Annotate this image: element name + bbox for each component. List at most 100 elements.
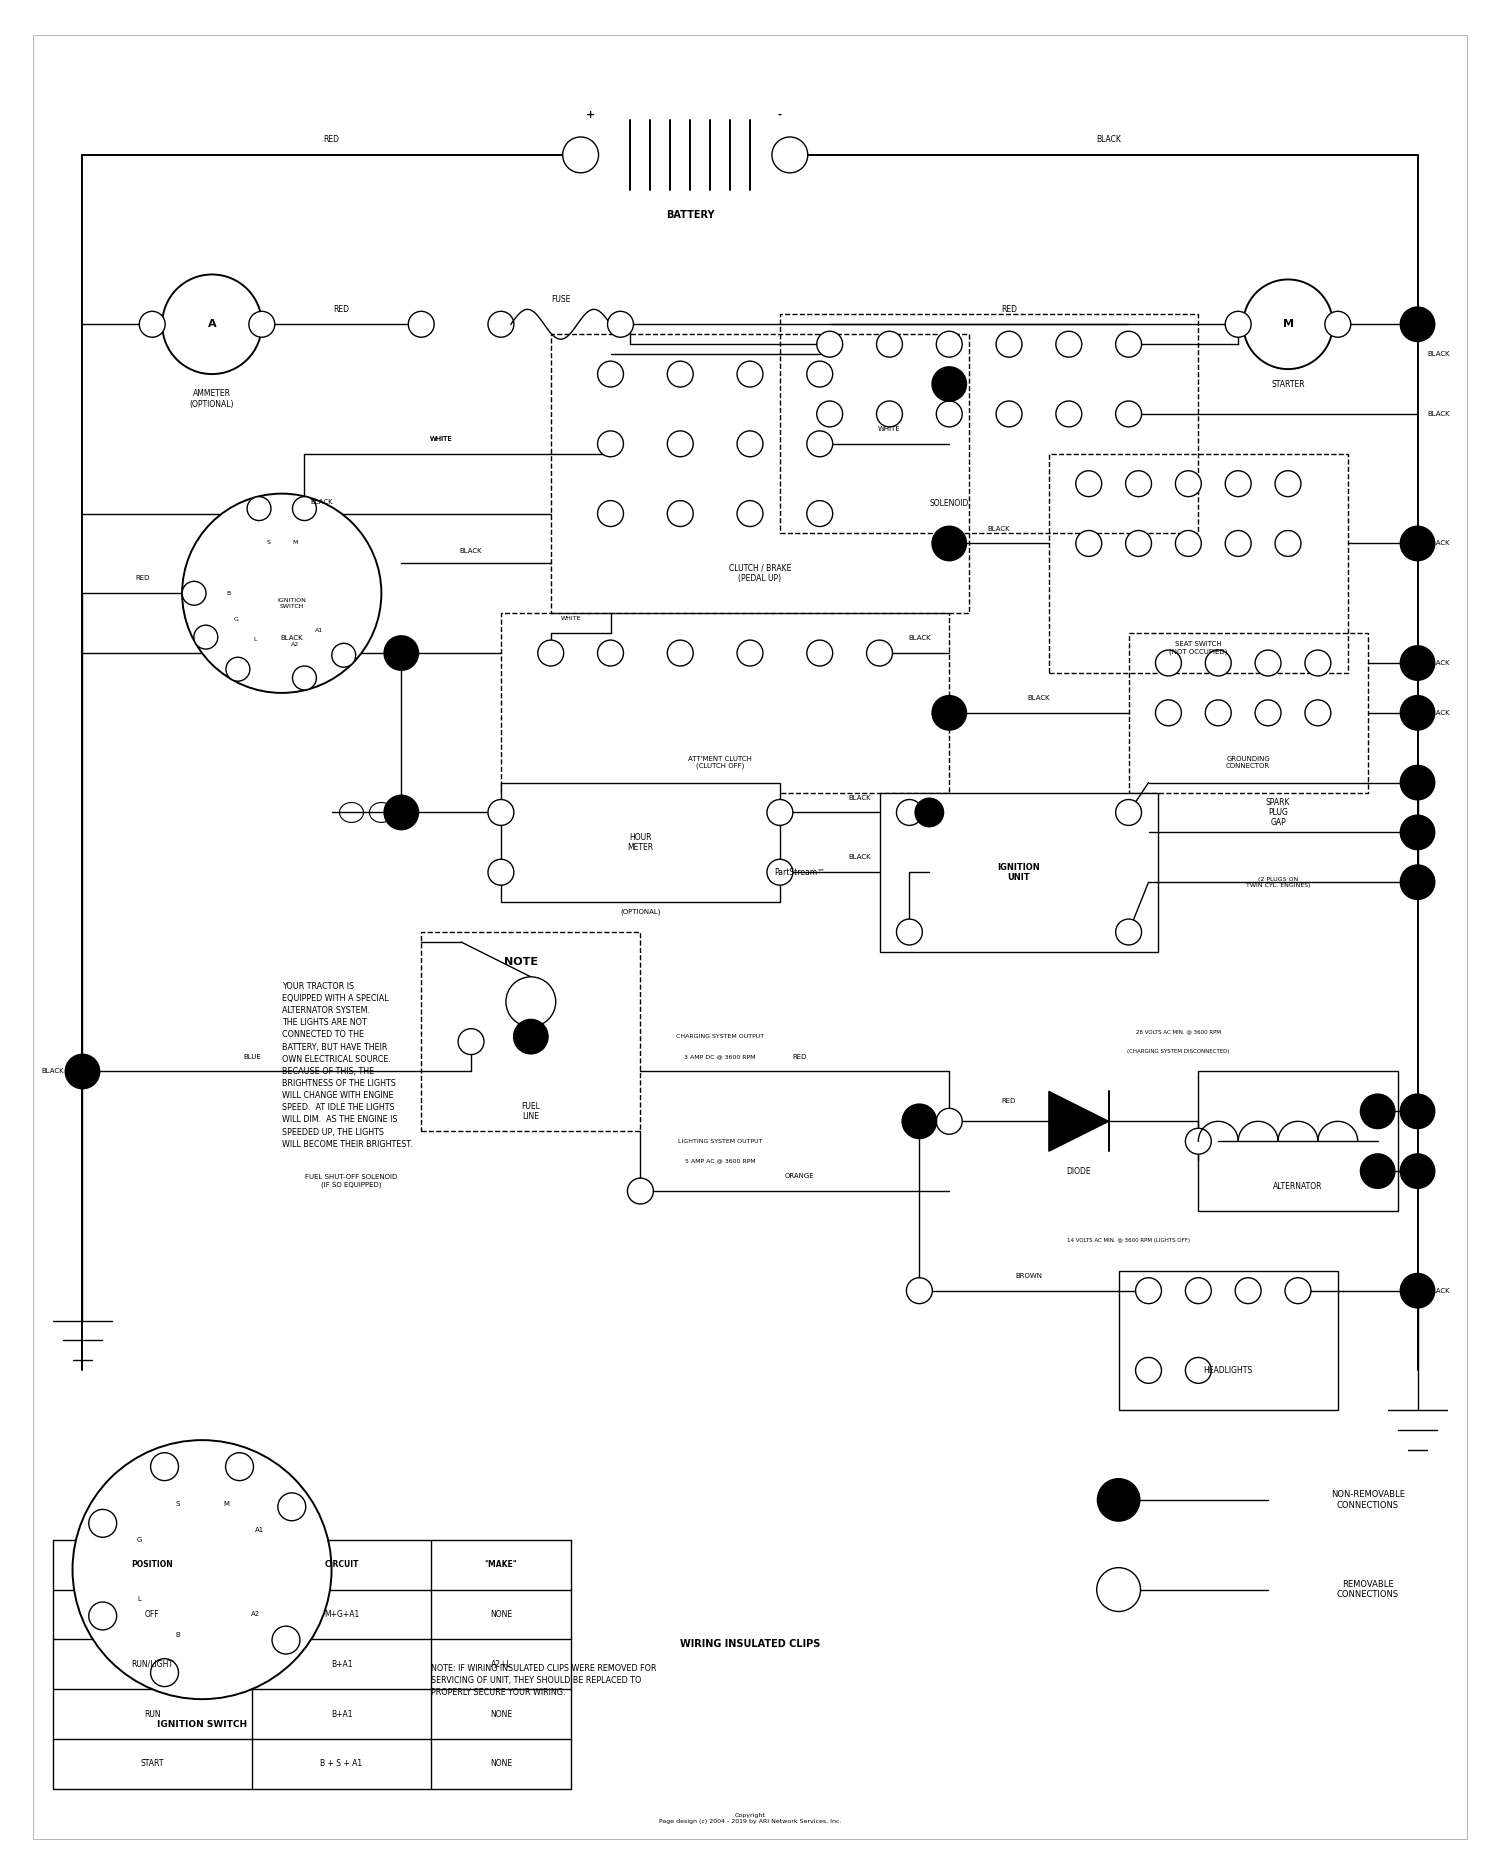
Text: WHITE: WHITE <box>430 436 453 442</box>
Text: S: S <box>266 539 270 545</box>
Circle shape <box>1136 1279 1161 1303</box>
Circle shape <box>248 496 272 520</box>
Text: A2+L: A2+L <box>490 1660 512 1668</box>
Text: RED: RED <box>792 1054 807 1060</box>
Text: NONE: NONE <box>490 1610 512 1619</box>
Circle shape <box>1125 530 1152 556</box>
Text: BLACK: BLACK <box>1428 352 1450 358</box>
Circle shape <box>506 977 555 1026</box>
Circle shape <box>538 640 564 666</box>
Circle shape <box>1155 700 1182 726</box>
Text: CHARGING SYSTEM OUTPUT: CHARGING SYSTEM OUTPUT <box>676 1033 764 1039</box>
Circle shape <box>996 331 1022 358</box>
Circle shape <box>906 1279 933 1303</box>
Text: FUEL
LINE: FUEL LINE <box>522 1101 540 1121</box>
Text: "MAKE": "MAKE" <box>484 1559 518 1569</box>
Text: ORANGE: ORANGE <box>784 1174 814 1179</box>
Circle shape <box>1359 1153 1395 1189</box>
Circle shape <box>1185 1357 1212 1383</box>
Circle shape <box>807 361 832 388</box>
Bar <box>1198 1071 1398 1211</box>
Text: M: M <box>1282 320 1293 329</box>
Text: RED: RED <box>1002 1099 1016 1104</box>
Circle shape <box>225 1453 254 1481</box>
Circle shape <box>1400 695 1435 730</box>
Bar <box>501 614 950 792</box>
Text: NONE: NONE <box>490 1760 512 1769</box>
Circle shape <box>597 361 624 388</box>
Circle shape <box>1400 1153 1435 1189</box>
Circle shape <box>1400 764 1435 801</box>
Text: L: L <box>254 636 257 642</box>
Circle shape <box>597 500 624 526</box>
Text: BLACK: BLACK <box>459 548 483 554</box>
Text: NOTE: NOTE <box>504 957 538 968</box>
Text: B+A1: B+A1 <box>332 1709 352 1718</box>
Circle shape <box>736 431 764 457</box>
Text: BLACK: BLACK <box>1428 1288 1450 1294</box>
Text: RED: RED <box>333 305 350 314</box>
Circle shape <box>736 500 764 526</box>
Circle shape <box>278 1492 306 1520</box>
Text: IGNITION
UNIT: IGNITION UNIT <box>998 863 1041 882</box>
Text: RUN: RUN <box>144 1709 160 1718</box>
Circle shape <box>1226 530 1251 556</box>
Circle shape <box>1305 650 1330 676</box>
Circle shape <box>736 640 764 666</box>
Text: A2: A2 <box>291 642 300 648</box>
Circle shape <box>562 137 598 172</box>
Text: A: A <box>207 320 216 329</box>
Circle shape <box>932 526 968 562</box>
Circle shape <box>807 640 832 666</box>
Text: BLACK: BLACK <box>42 1069 64 1075</box>
Circle shape <box>1400 814 1435 850</box>
Text: OFF: OFF <box>146 1610 159 1619</box>
Text: START: START <box>141 1760 164 1769</box>
Circle shape <box>88 1602 117 1631</box>
Circle shape <box>458 1028 484 1054</box>
Text: B+A1: B+A1 <box>332 1660 352 1668</box>
Circle shape <box>488 859 514 885</box>
Circle shape <box>1155 650 1182 676</box>
Text: WHITE: WHITE <box>561 616 580 622</box>
Circle shape <box>668 361 693 388</box>
Circle shape <box>1256 650 1281 676</box>
Circle shape <box>1400 1273 1435 1309</box>
Text: BATTERY: BATTERY <box>666 210 714 219</box>
Circle shape <box>1116 401 1142 427</box>
Text: GROUNDING
CONNECTOR: GROUNDING CONNECTOR <box>1226 756 1270 769</box>
Circle shape <box>249 311 274 337</box>
Text: 28 VOLTS AC MIN. @ 3600 RPM: 28 VOLTS AC MIN. @ 3600 RPM <box>1136 1030 1221 1033</box>
Text: BLACK: BLACK <box>1428 661 1450 666</box>
Text: RED: RED <box>1000 305 1017 314</box>
Text: B + S + A1: B + S + A1 <box>321 1760 363 1769</box>
Circle shape <box>1400 307 1435 343</box>
Circle shape <box>1244 279 1334 369</box>
Text: RUN/LIGHT: RUN/LIGHT <box>130 1660 172 1668</box>
Circle shape <box>1096 1567 1140 1612</box>
Text: BLACK: BLACK <box>310 498 333 505</box>
Text: AMMETER
(OPTIONAL): AMMETER (OPTIONAL) <box>189 389 234 408</box>
Text: NONE: NONE <box>490 1709 512 1718</box>
Text: BLACK: BLACK <box>908 635 930 640</box>
Circle shape <box>488 799 514 826</box>
Circle shape <box>1400 1093 1435 1129</box>
Circle shape <box>1359 1093 1395 1129</box>
Circle shape <box>1185 1279 1212 1303</box>
Circle shape <box>1275 470 1300 496</box>
Text: BLACK: BLACK <box>849 854 871 861</box>
Circle shape <box>897 799 922 826</box>
Circle shape <box>996 401 1022 427</box>
Text: IGNITION
SWITCH: IGNITION SWITCH <box>278 597 306 608</box>
Circle shape <box>668 431 693 457</box>
Circle shape <box>818 331 843 358</box>
Circle shape <box>488 311 514 337</box>
Circle shape <box>150 1659 178 1687</box>
Circle shape <box>1324 311 1352 337</box>
Circle shape <box>513 1018 549 1054</box>
Circle shape <box>88 1509 117 1537</box>
Text: B: B <box>176 1632 180 1638</box>
Text: WHITE: WHITE <box>878 427 902 432</box>
Bar <box>780 314 1198 534</box>
Text: CLUTCH / BRAKE
(PEDAL UP): CLUTCH / BRAKE (PEDAL UP) <box>729 563 790 582</box>
